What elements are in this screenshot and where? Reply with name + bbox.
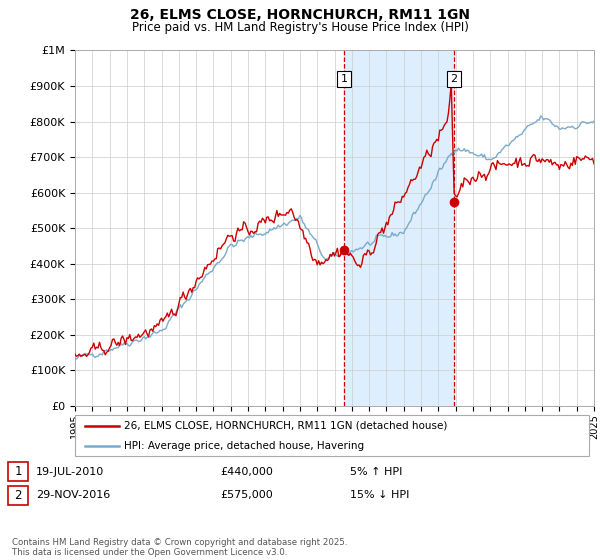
- Text: £575,000: £575,000: [220, 491, 273, 500]
- Bar: [8, 486, 28, 505]
- FancyBboxPatch shape: [75, 416, 589, 456]
- Text: 29-NOV-2016: 29-NOV-2016: [36, 491, 110, 500]
- Text: 1: 1: [14, 465, 22, 478]
- Bar: [8, 462, 28, 481]
- Text: 19-JUL-2010: 19-JUL-2010: [36, 466, 104, 477]
- Text: 2: 2: [14, 489, 22, 502]
- Text: HPI: Average price, detached house, Havering: HPI: Average price, detached house, Have…: [124, 441, 364, 451]
- Text: 26, ELMS CLOSE, HORNCHURCH, RM11 1GN: 26, ELMS CLOSE, HORNCHURCH, RM11 1GN: [130, 8, 470, 22]
- Text: £440,000: £440,000: [220, 466, 273, 477]
- Text: 26, ELMS CLOSE, HORNCHURCH, RM11 1GN (detached house): 26, ELMS CLOSE, HORNCHURCH, RM11 1GN (de…: [124, 421, 448, 431]
- Text: 15% ↓ HPI: 15% ↓ HPI: [350, 491, 409, 500]
- Text: 2: 2: [451, 74, 458, 84]
- Text: 1: 1: [340, 74, 347, 84]
- Text: 5% ↑ HPI: 5% ↑ HPI: [350, 466, 403, 477]
- Text: Contains HM Land Registry data © Crown copyright and database right 2025.
This d: Contains HM Land Registry data © Crown c…: [12, 538, 347, 557]
- Bar: [344, 50, 454, 406]
- Text: Price paid vs. HM Land Registry's House Price Index (HPI): Price paid vs. HM Land Registry's House …: [131, 21, 469, 34]
